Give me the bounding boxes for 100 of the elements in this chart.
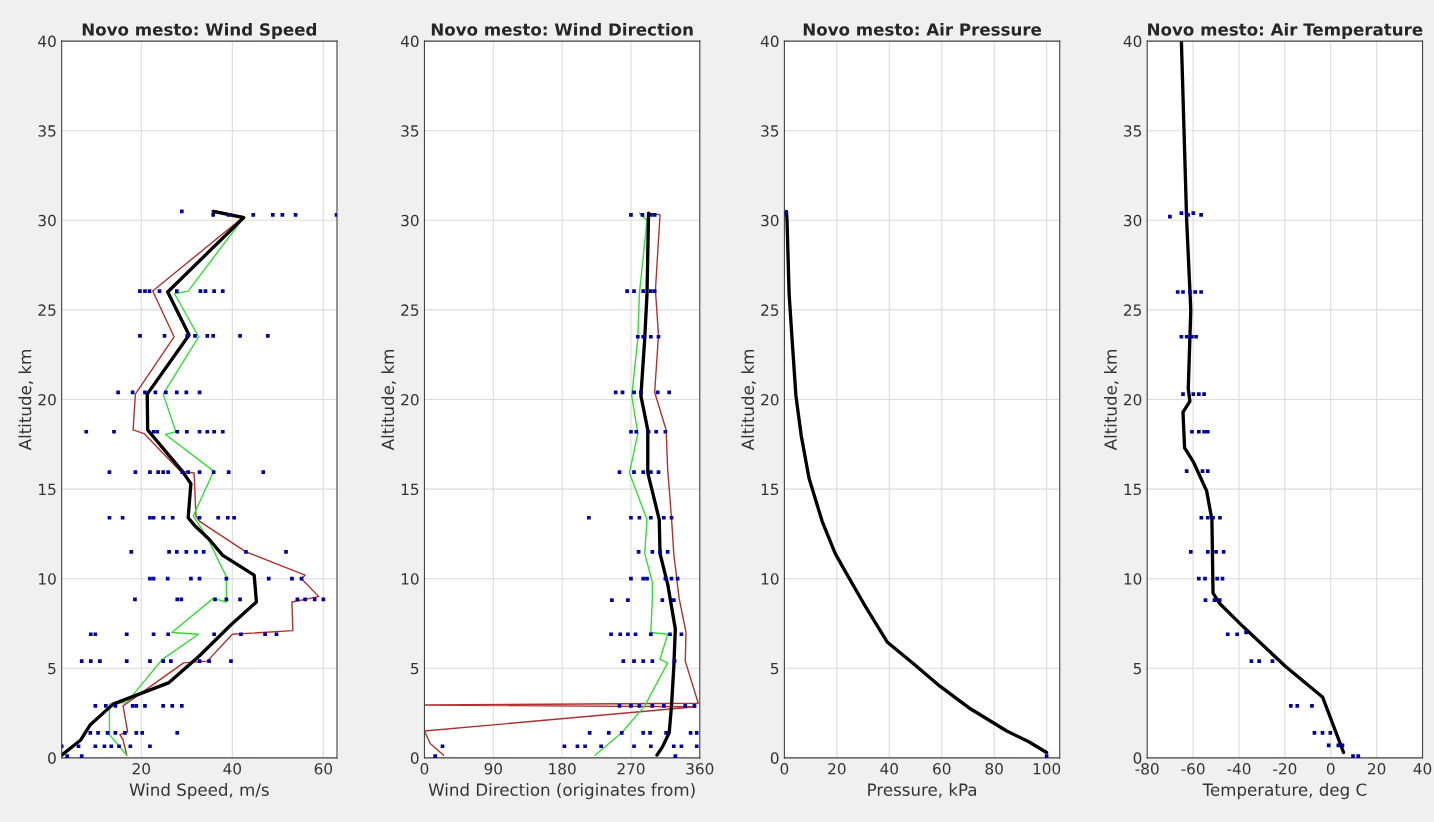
point: [1225, 632, 1230, 637]
x-tick-label: -80: [1135, 763, 1159, 775]
y-axis-title: Altitude, km: [381, 350, 396, 451]
point: [1203, 576, 1207, 581]
point: [1196, 576, 1201, 581]
point: [1181, 290, 1185, 294]
x-tick-label: 20: [828, 763, 846, 775]
point: [1295, 704, 1300, 708]
y-tick-label: 0: [1133, 752, 1142, 764]
y-tick-label: 15: [1124, 483, 1141, 496]
y-tick-label: 35: [38, 125, 56, 137]
point: [1184, 469, 1189, 474]
y-tick-label: 0: [770, 752, 779, 764]
point: [1168, 214, 1172, 219]
y-tick-label: 15: [39, 483, 56, 496]
point: [1191, 392, 1196, 396]
y-axis-title: Altitude, km: [741, 350, 756, 451]
point: [1217, 598, 1222, 603]
point: [1190, 429, 1194, 434]
y-tick-label: 35: [401, 125, 419, 137]
point: [1257, 659, 1261, 663]
x-tick-label: -60: [1181, 763, 1205, 775]
y-tick-label: 20: [1124, 393, 1142, 406]
y-axis-title: Altitude, km: [1103, 350, 1119, 451]
y-tick-label: 5: [411, 662, 419, 675]
point: [1184, 334, 1189, 339]
point: [1235, 632, 1239, 637]
x-tick-label: 20: [132, 763, 151, 775]
x-tick-label: 360: [686, 763, 714, 775]
y-tick-label: 0: [410, 752, 419, 764]
y-tick-label: 35: [761, 125, 779, 137]
x-tick-label: 0: [420, 763, 429, 775]
point: [1214, 549, 1218, 554]
x-tick-label: 40: [1413, 763, 1432, 775]
chart-title: Novo mesto: Wind Speed: [82, 22, 317, 40]
point: [1205, 469, 1210, 474]
x-tick-label: 90: [484, 763, 502, 775]
y-tick-label: 10: [401, 573, 419, 585]
line-series: [61, 209, 259, 757]
x-axis-title: Pressure, kPa: [868, 783, 977, 798]
point: [1199, 213, 1203, 217]
x-axis-title: Wind Direction (originates from): [428, 783, 695, 800]
point: [1218, 515, 1222, 520]
y-tick-label: 40: [760, 35, 779, 48]
chart-title: Novo mesto: Wind Direction: [431, 22, 693, 36]
line-series: [639, 211, 677, 757]
x-tick-label: 270: [617, 763, 645, 775]
point: [1211, 515, 1215, 520]
y-tick-label: 30: [38, 214, 56, 227]
point: [1205, 515, 1210, 520]
point: [1191, 211, 1196, 215]
y-tick-label: 5: [1133, 662, 1141, 675]
point: [1205, 429, 1210, 434]
x-tick-label: -40: [1227, 763, 1251, 775]
line-series: [1179, 41, 1346, 755]
y-tick-label: 25: [38, 304, 56, 316]
point: [1328, 730, 1333, 735]
y-tick-label: 20: [761, 393, 779, 406]
y-tick-label: 30: [1124, 214, 1142, 227]
point: [1186, 213, 1190, 217]
point: [1196, 392, 1201, 396]
y-axis-title: Altitude, km: [18, 350, 34, 451]
y-tick-label: 35: [1124, 125, 1141, 137]
point: [1288, 704, 1293, 708]
point: [1193, 290, 1197, 294]
chart-title: Novo mesto: Air Pressure: [803, 22, 1042, 36]
point: [1351, 754, 1355, 758]
y-tick-label: 30: [401, 214, 419, 227]
x-tick-label: 0: [780, 763, 789, 775]
point: [1194, 334, 1198, 339]
x-tick-label: 40: [880, 763, 898, 775]
point: [1199, 290, 1203, 294]
x-axis-title: Temperature, deg C: [1202, 783, 1367, 800]
y-tick-label: 15: [401, 483, 419, 496]
y-tick-label: 0: [48, 752, 56, 764]
y-tick-label: 10: [39, 573, 56, 585]
point: [1202, 429, 1206, 434]
x-tick-label: 100: [1033, 763, 1061, 775]
point: [1310, 704, 1314, 708]
y-tick-label: 5: [48, 662, 56, 675]
y-tick-label: 5: [771, 662, 779, 675]
x-tick-label: 60: [314, 763, 333, 775]
x-tick-label: 180: [549, 763, 576, 775]
y-tick-label: 40: [400, 35, 419, 48]
point: [1356, 754, 1361, 758]
y-tick-label: 15: [761, 483, 779, 496]
y-tick-label: 25: [761, 304, 779, 316]
point: [1215, 576, 1220, 581]
x-axis-title: Wind Speed, m/s: [129, 783, 269, 800]
x-tick-label: -20: [1273, 763, 1297, 775]
y-tick-label: 40: [38, 35, 56, 48]
y-tick-label: 10: [1124, 573, 1142, 585]
x-tick-label: 80: [985, 763, 1003, 775]
point: [1188, 549, 1193, 554]
point: [1202, 392, 1206, 396]
x-tick-label: 60: [933, 763, 951, 775]
point: [1190, 334, 1194, 339]
y-tick-label: 20: [401, 393, 419, 406]
point: [1175, 290, 1180, 294]
y-tick-label: 10: [761, 573, 779, 585]
